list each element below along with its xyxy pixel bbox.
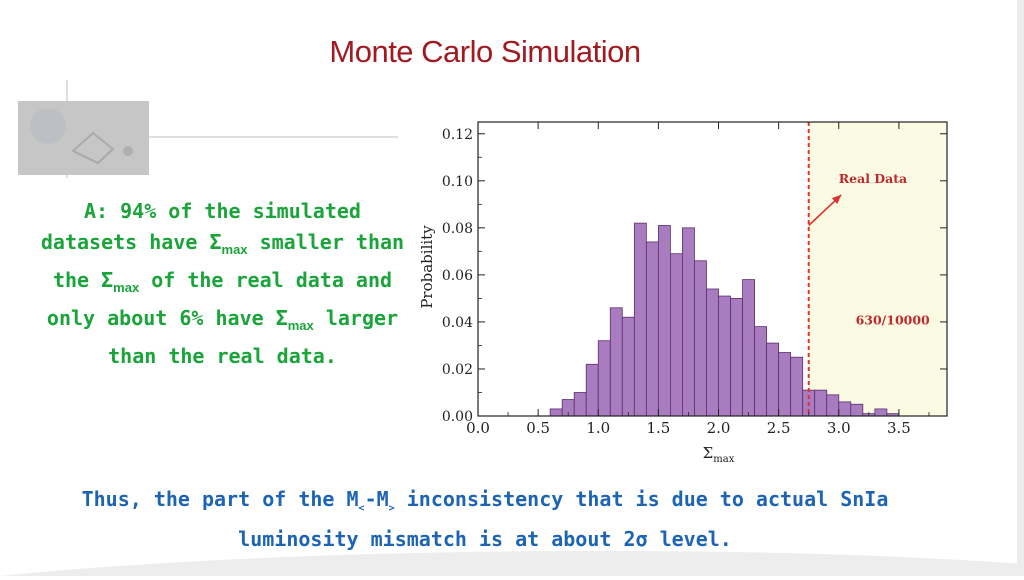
histogram-bars [549, 222, 900, 417]
bottom-conclusion-text: Thus, the part of the M<-M> inconsistenc… [81, 487, 889, 551]
x-tick-label: 3.0 [827, 419, 851, 437]
histogram-bar [657, 225, 671, 417]
y-tick-label: 0.08 [442, 221, 473, 237]
y-tick-label: 0.12 [442, 127, 473, 143]
histogram-bar [778, 352, 792, 417]
histogram-bar [754, 326, 768, 417]
y-tick-label: 0.02 [442, 362, 473, 378]
histogram-bar [585, 363, 599, 417]
x-tick-label: 3.5 [887, 419, 911, 437]
x-tick-label: 0.5 [526, 419, 550, 437]
histogram-bar [609, 307, 623, 417]
real-data-region-shade [808, 122, 947, 416]
histogram-bar [838, 401, 852, 417]
x-axis-label: Σmax [703, 444, 735, 465]
real-data-arrowhead [831, 194, 842, 204]
histogram-bar [874, 408, 888, 417]
histogram-bar [682, 227, 695, 417]
histogram-bar [718, 295, 731, 417]
histogram-bar [670, 253, 683, 417]
axis-ticks: 0.0 0.5 1.0 1.5 2.0 2.5 3.0 3.5 0.00 0.02 0.04 0.06… [442, 122, 947, 437]
histogram-bar [766, 342, 780, 417]
y-tick-label: 0.06 [442, 268, 473, 284]
x-tick-label: 2.5 [767, 419, 791, 437]
histogram-bar [621, 316, 635, 417]
y-axis-label: Probability [418, 225, 436, 309]
left-explanation-text: A: 94% of the simulated datasets have Σm… [40, 199, 405, 368]
histogram-bar [742, 279, 755, 417]
decorative-bottom-curve [0, 550, 1024, 576]
histogram-bar [814, 389, 828, 417]
histogram-bar [645, 241, 659, 417]
decorative-horizontal-line [18, 136, 398, 138]
decorative-thumbnail-image [18, 101, 149, 175]
x-tick-label: 2.0 [707, 419, 731, 437]
histogram-bar [706, 288, 719, 417]
plot-frame [477, 121, 948, 417]
histogram-bar [826, 394, 840, 417]
fraction-annotation: 630/10000 [856, 312, 930, 327]
x-tick-label: 1.0 [586, 419, 610, 437]
slide-title: Monte Carlo Simulation [329, 34, 641, 69]
y-tick-label: 0.10 [442, 174, 473, 190]
y-tick-label: 0.04 [442, 315, 473, 331]
histogram-bar [573, 392, 587, 417]
histogram-bar [633, 222, 647, 417]
histogram-bar [730, 297, 743, 417]
histogram-chart: 0.0 0.5 1.0 1.5 2.0 2.5 3.0 3.5 0.00 0.02 0.04 0.06… [418, 121, 948, 465]
x-tick-label: 0.0 [466, 419, 490, 437]
histogram-bar [790, 356, 804, 417]
histogram-bar [597, 340, 611, 417]
histogram-bar [549, 408, 563, 417]
real-data-annotation: Real Data [839, 171, 907, 186]
right-edge-bar [1017, 0, 1024, 576]
histogram-bar [850, 403, 864, 417]
x-tick-label: 1.5 [646, 419, 670, 437]
y-tick-label: 0.00 [442, 409, 473, 425]
histogram-bar [694, 260, 707, 417]
